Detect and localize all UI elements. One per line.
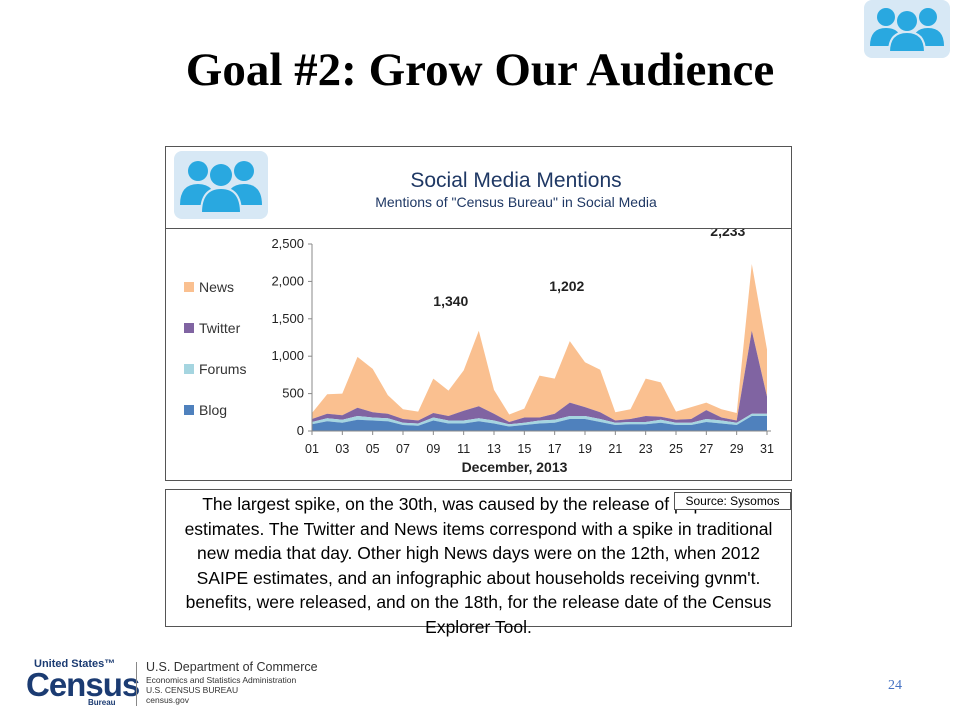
peak-annotation: 1,202 — [549, 278, 584, 294]
x-tick-label: 01 — [305, 442, 319, 456]
x-tick-label: 03 — [335, 442, 349, 456]
y-tick-label: 1,500 — [271, 311, 304, 326]
department-url: census.gov — [146, 695, 189, 705]
people-group-icon — [174, 151, 268, 219]
y-tick-label: 0 — [297, 423, 304, 438]
x-tick-label: 29 — [730, 442, 744, 456]
x-axis-label: December, 2013 — [462, 459, 568, 475]
legend-label-blog: Blog — [199, 402, 227, 418]
x-tick-label: 15 — [517, 442, 531, 456]
department-name: U.S. Department of Commerce — [146, 660, 318, 674]
series-area-twitter — [312, 330, 767, 425]
legend-swatch-twitter — [184, 323, 194, 333]
legend-label-twitter: Twitter — [199, 320, 241, 336]
department-line: U.S. CENSUS BUREAU — [146, 685, 239, 695]
peak-annotation: 2,233 — [710, 229, 745, 239]
legend-label-news: News — [199, 279, 234, 295]
x-tick-label: 21 — [608, 442, 622, 456]
x-tick-label: 13 — [487, 442, 501, 456]
legend-swatch-news — [184, 282, 194, 292]
x-tick-label: 25 — [669, 442, 683, 456]
logo-united-states: United States™ — [34, 658, 116, 670]
page-number: 24 — [888, 678, 902, 693]
department-block: U.S. Department of Commerce Economics an… — [146, 660, 318, 705]
y-tick-label: 2,000 — [271, 273, 304, 288]
legend-label-forums: Forums — [199, 361, 246, 377]
stacked-area-chart: 0 500 1,000 1,500 2,000 2,500 01 03 05 07 09 11 13 15… — [184, 229, 774, 475]
series-area-news — [312, 264, 767, 422]
peak-annotation: 1,340 — [433, 293, 468, 309]
y-tick-label: 500 — [282, 386, 304, 401]
y-tick-label: 1,000 — [271, 348, 304, 363]
y-tick-label: 2,500 — [271, 236, 304, 251]
caption-text: The largest spike, on the 30th, was caus… — [184, 494, 773, 637]
department-line: Economics and Statistics Administration — [146, 675, 297, 685]
source-tag: Source: Sysomos — [674, 492, 791, 510]
slide-title: Goal #2: Grow Our Audience — [185, 44, 775, 96]
legend-swatch-blog — [184, 405, 194, 415]
x-tick-label: 27 — [699, 442, 713, 456]
series-area-forums — [312, 413, 767, 427]
chart-subtitle: Mentions of "Census Bureau" in Social Me… — [375, 194, 657, 210]
x-tick-label: 05 — [366, 442, 380, 456]
x-tick-label: 11 — [457, 442, 470, 456]
x-tick-label: 31 — [760, 442, 774, 456]
x-tick-label: 07 — [396, 442, 410, 456]
caption-panel: The largest spike, on the 30th, was caus… — [165, 489, 792, 637]
x-tick-label: 09 — [426, 442, 440, 456]
logo-bureau: Bureau — [88, 698, 116, 707]
chart-header-panel: Social Media Mentions Mentions of "Censu… — [165, 146, 792, 229]
people-group-icon — [862, 0, 952, 58]
chart-panel: 0 500 1,000 1,500 2,000 2,500 01 03 05 07 09 11 13 15… — [165, 229, 792, 481]
x-tick-label: 23 — [639, 442, 653, 456]
chart-title: Social Media Mentions — [410, 169, 622, 192]
x-tick-label: 17 — [548, 442, 562, 456]
logo-census: Census — [26, 666, 140, 703]
legend-swatch-forums — [184, 364, 194, 374]
series-area-blog — [312, 416, 767, 431]
x-tick-label: 19 — [578, 442, 592, 456]
footer-divider — [136, 662, 137, 706]
